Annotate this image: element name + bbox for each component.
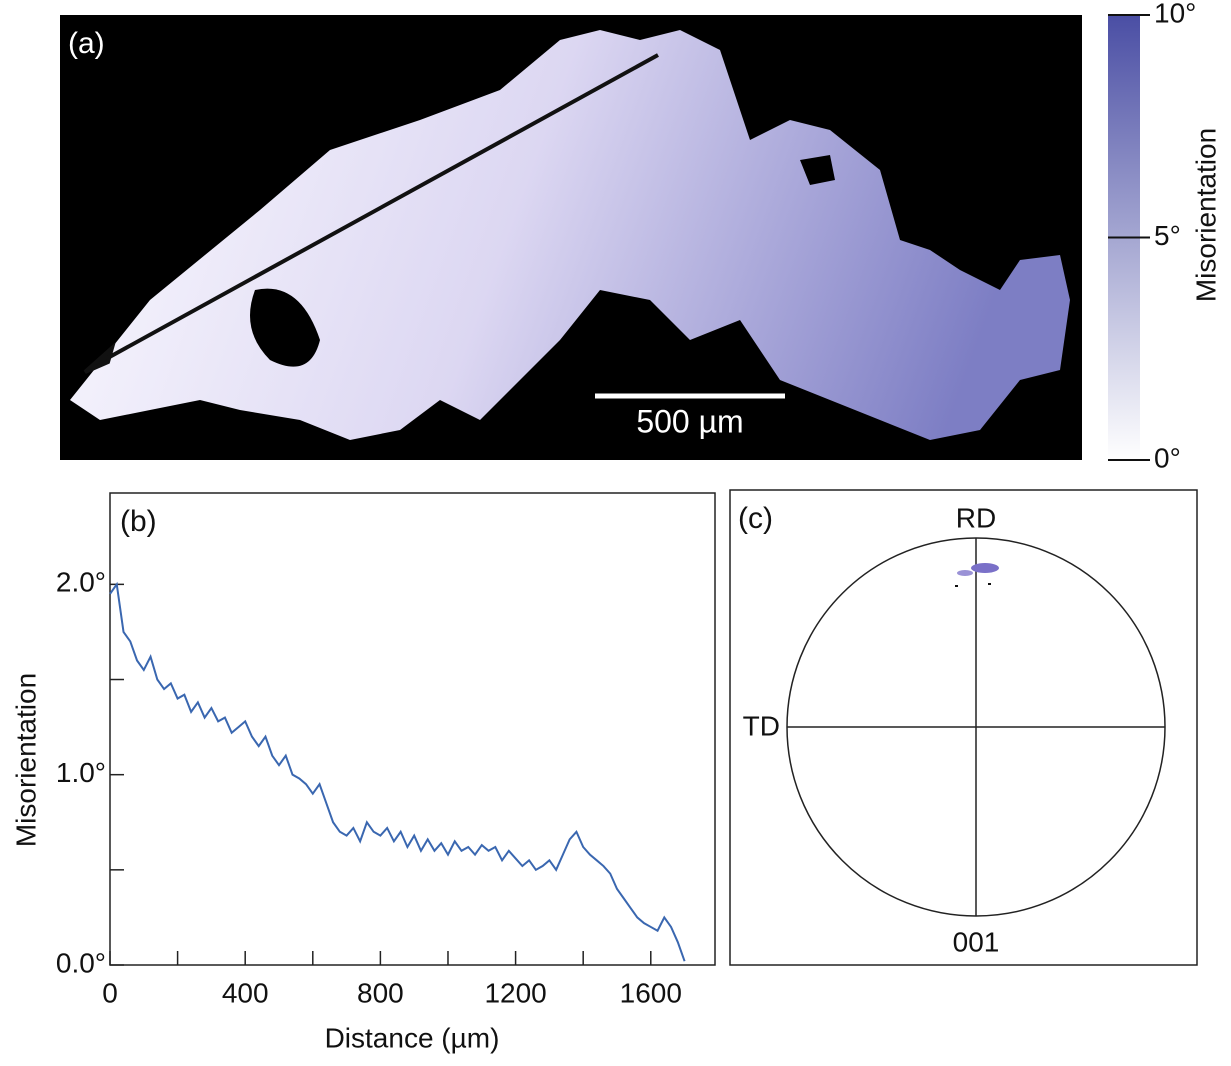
hole <box>800 155 835 185</box>
colorbar-tick-label: 0° <box>1154 442 1181 473</box>
x-axis-label: Distance (µm) <box>325 1022 500 1053</box>
colorbar-tick-label: 5° <box>1154 220 1181 251</box>
x-tick-label: 1200 <box>484 977 546 1008</box>
x-tick-label: 800 <box>357 977 404 1008</box>
pole-label: 001 <box>953 926 1000 957</box>
arrow-head <box>83 341 116 374</box>
scale-bar-label: 500 µm <box>636 403 743 439</box>
hole <box>250 288 320 367</box>
y-tick-label: 0.0° <box>56 947 106 978</box>
y-axis-label: Misorientation <box>10 673 41 847</box>
colorbar-label: Misorientation <box>1190 128 1221 302</box>
x-tick-label: 0 <box>102 977 118 1008</box>
y-tick-label: 1.0° <box>56 757 106 788</box>
colorbar-tick-label: 10° <box>1154 0 1196 28</box>
y-tick-label: 2.0° <box>56 567 106 598</box>
x-tick-label: 1600 <box>620 977 682 1008</box>
plot-frame <box>729 489 1198 966</box>
pole-label: RD <box>956 502 996 533</box>
arrow <box>94 53 659 367</box>
pole-cluster <box>955 563 999 587</box>
plot-frame <box>109 492 716 966</box>
panel-label: (b) <box>120 505 157 538</box>
panel-label: (a) <box>68 27 105 60</box>
x-tick-label: 400 <box>222 977 269 1008</box>
pole-label: TD <box>743 710 780 741</box>
grain <box>70 30 1070 440</box>
data-line <box>109 581 686 962</box>
panel-label: (c) <box>738 502 773 535</box>
